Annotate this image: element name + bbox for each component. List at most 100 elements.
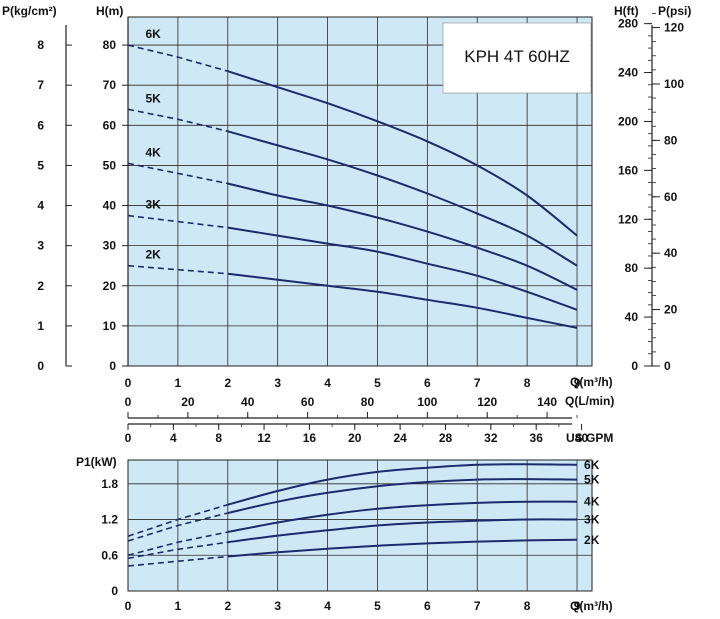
lmin-tick-label: 0 [125, 395, 132, 409]
plot-area [128, 460, 592, 591]
series-6K-dashed [127, 503, 229, 537]
x-tick-label: 0 [125, 599, 132, 613]
y-tick-label: 60 [103, 118, 117, 132]
gpm-axis-label: US GPM [566, 431, 613, 445]
lmin-axis-label: Q(L/min) [565, 394, 614, 408]
p1-axis-label: P1(kW) [76, 455, 117, 469]
gpm-tick-label: 0 [125, 431, 132, 445]
kg-tick-label: 3 [37, 239, 44, 253]
y-tick-label: 40 [103, 199, 117, 213]
ft-tick-label: 80 [625, 261, 639, 275]
p1-tick-label: 1.2 [101, 513, 118, 527]
series-5K-line [227, 478, 578, 514]
gpm-tick-label: 8 [215, 431, 222, 445]
x-tick-label: 8 [524, 599, 531, 613]
gpm-tick-label: 4 [170, 431, 177, 445]
psi-tick-label: 20 [664, 303, 678, 317]
series-4K-dashed [127, 531, 228, 557]
series-5K-line [227, 130, 578, 267]
series-4K-line [227, 500, 578, 533]
x-tick-label: 6 [424, 599, 431, 613]
x-tick-label: 5 [374, 599, 381, 613]
gpm-tick-label: 28 [439, 431, 453, 445]
x-tick-label: 9 [574, 376, 581, 390]
x-axis-label: Q(m³/h) [570, 599, 613, 613]
y-tick-label: 30 [103, 239, 117, 253]
series-3K-dashed [127, 541, 228, 560]
kg-tick-label: 8 [37, 38, 44, 52]
series-3K-dashed [127, 214, 228, 229]
title-box [442, 22, 592, 94]
chart-title: KPH 4T 60HZ [464, 47, 570, 66]
series-6K-dashed [127, 44, 229, 72]
psi-axis-label: P(psi) [658, 4, 691, 18]
p1-tick-label: 1.8 [101, 477, 118, 491]
series-label: 4K [145, 145, 161, 159]
gpm-tick-label: 12 [257, 431, 271, 445]
x-tick-label: 3 [274, 599, 281, 613]
psi-tick-label: 0 [664, 359, 671, 373]
psi-tick-label: 60 [664, 190, 678, 204]
psi-tick-label: 120 [664, 21, 684, 35]
y-tick-label: 50 [103, 158, 117, 172]
gpm-tick-label: 24 [393, 431, 407, 445]
lmin-tick-label: 120 [477, 395, 497, 409]
kg-tick-label: 4 [37, 199, 44, 213]
lmin-tick-label: 60 [301, 395, 315, 409]
axes-layer: 01020304050607080H(m)012345678P(kg/cm²)0… [2, 4, 691, 613]
series-label: 2K [584, 533, 600, 547]
x-tick-label: 1 [175, 376, 182, 390]
x-tick-label: 3 [274, 376, 281, 390]
ft-tick-label: 0 [631, 359, 638, 373]
x-tick-label: 4 [324, 599, 331, 613]
lmin-tick-label: 20 [181, 395, 195, 409]
x-tick-label: 8 [524, 376, 531, 390]
series-6K-line [227, 70, 578, 237]
series-label: 4K [584, 495, 600, 509]
series-5K-dashed [127, 512, 228, 542]
ft-tick-label: 240 [618, 66, 638, 80]
ft-tick-label: 120 [618, 212, 638, 226]
p1-tick-label: 0 [111, 584, 118, 598]
x-tick-label: 5 [374, 376, 381, 390]
ft-tick-label: 160 [618, 163, 638, 177]
ft-tick-label: 40 [625, 310, 639, 324]
series-3K-line [227, 226, 578, 311]
series-2K-dashed [127, 264, 228, 275]
series-5K-dashed [127, 108, 228, 133]
series-2K-line [227, 538, 578, 558]
lmin-tick-label: 100 [417, 395, 437, 409]
lmin-tick-label: 140 [537, 395, 557, 409]
series-6K-line [227, 463, 578, 506]
ft-tick-label: 200 [618, 114, 638, 128]
series-2K-line [227, 272, 578, 329]
lmin-tick-label: 40 [241, 395, 255, 409]
x-tick-label: 2 [224, 599, 231, 613]
series-label: 6K [145, 27, 161, 41]
kg-tick-label: 2 [37, 279, 44, 293]
psi-tick-label: 40 [664, 246, 678, 260]
gpm-tick-label: 20 [348, 431, 362, 445]
x-tick-label: 2 [224, 376, 231, 390]
ft-tick-label: 280 [618, 17, 638, 31]
kg-tick-label: 1 [37, 319, 44, 333]
x-tick-label: 7 [474, 599, 481, 613]
series-4K-line [227, 182, 578, 291]
x-tick-label: 9 [574, 599, 581, 613]
kg-tick-label: 7 [37, 78, 44, 92]
series-label: 3K [145, 198, 161, 212]
gpm-tick-label: 16 [303, 431, 317, 445]
x-tick-label: 6 [424, 376, 431, 390]
kg-tick-label: 5 [37, 158, 44, 172]
kg-tick-label: 0 [37, 359, 44, 373]
kg-axis-label: P(kg/cm²) [2, 4, 57, 18]
p1-tick-label: 0.6 [101, 548, 118, 562]
x-tick-label: 0 [125, 376, 132, 390]
series-label: 6K [584, 458, 600, 472]
psi-tick-label: 80 [664, 133, 678, 147]
series-label: 3K [584, 513, 600, 527]
gpm-tick-label: 32 [484, 431, 498, 445]
gpm-tick-label: 40 [575, 431, 589, 445]
series-label: 2K [145, 248, 161, 262]
plot-border [127, 459, 593, 592]
